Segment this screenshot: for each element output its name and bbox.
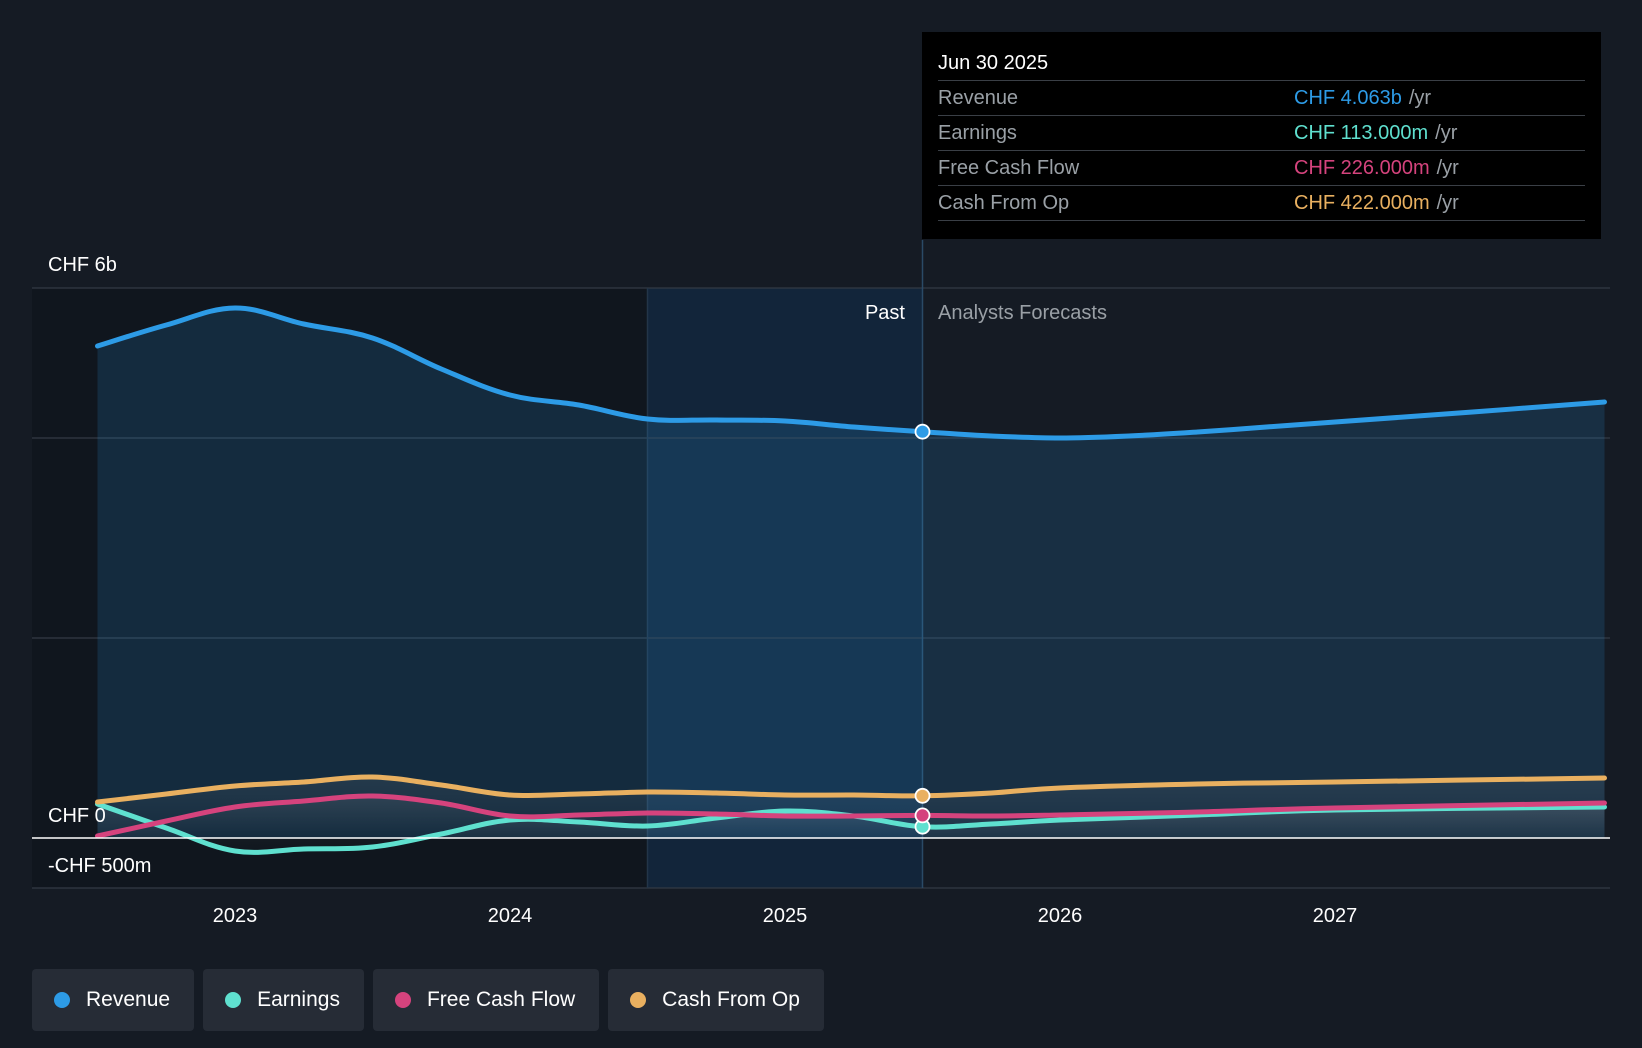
fcf-line [95, 793, 1607, 839]
tooltip-row-value: CHF 422.000m [1294, 192, 1430, 214]
tooltip-row-unit: /yr [1436, 157, 1459, 179]
legend-label: Free Cash Flow [426, 988, 576, 1011]
legend-item-earnings[interactable]: Earnings [203, 969, 364, 1031]
tooltip-row-free-cash-flow: Free Cash Flow CHF 226.000m /yr [938, 150, 1585, 185]
tooltip-row-unit: /yr [1435, 122, 1458, 144]
legend-dot-icon [54, 992, 70, 1008]
legend: Revenue Earnings Free Cash Flow Cash Fro… [32, 969, 824, 1031]
past-region-label: Past [865, 302, 905, 324]
y-axis-top-label: CHF 6b [48, 254, 117, 276]
tooltip-row-name: Earnings [938, 122, 1017, 144]
legend-dot-icon [225, 992, 242, 1008]
tooltip-row-unit: /yr [1408, 87, 1432, 109]
legend-label: Revenue [86, 988, 171, 1011]
tooltip: Jun 30 2025 Revenue CHF 4.063b /yr Earni… [922, 32, 1601, 239]
tooltip-row-value: CHF 226.000m [1294, 157, 1430, 179]
recent-past-highlight [647, 288, 923, 888]
legend-label: Cash From Op [662, 988, 800, 1011]
legend-dot-icon [630, 992, 647, 1008]
tooltip-row-value: CHF 4.063b [1294, 87, 1402, 109]
x-tick-label: 2024 [488, 905, 533, 927]
forecast-region-label: Analysts Forecasts [938, 302, 1107, 324]
revenue-marker [914, 423, 931, 440]
y-axis-zero-label: CHF 0 [48, 805, 106, 827]
tooltip-row-revenue: Revenue CHF 4.063b /yr [938, 80, 1585, 115]
legend-dot-icon [394, 992, 411, 1008]
tooltip-row-name: Revenue [938, 87, 1019, 109]
legend-label: Earnings [257, 988, 340, 1011]
earnings-line [95, 801, 1607, 855]
legend-item-free-cash-flow[interactable]: Free Cash Flow [372, 969, 600, 1031]
tooltip-row-name: Free Cash Flow [938, 157, 1080, 179]
y-axis-bottom-label: -CHF 500m [48, 855, 151, 877]
tooltip-row-earnings: Earnings CHF 113.000m /yr [938, 115, 1585, 150]
cfo-line [95, 774, 1607, 805]
revenue-line [95, 305, 1607, 441]
tooltip-date: Jun 30 2025 [938, 52, 1049, 74]
tooltip-row-unit: /yr [1436, 192, 1459, 214]
legend-item-revenue[interactable]: Revenue [32, 969, 195, 1031]
revenue-area [97, 307, 1605, 838]
tooltip-row-cash-from-op: Cash From Op CHF 422.000m /yr [938, 185, 1585, 221]
cfo-marker [914, 787, 931, 804]
x-tick-label: 2027 [1313, 905, 1358, 927]
legend-item-cash-from-op[interactable]: Cash From Op [608, 969, 824, 1031]
x-tick-label: 2023 [213, 905, 258, 927]
x-tick-label: 2025 [763, 905, 808, 927]
tooltip-row-value: CHF 113.000m [1294, 122, 1429, 144]
fcf-marker [914, 807, 931, 824]
tooltip-row-name: Cash From Op [938, 192, 1070, 214]
x-tick-label: 2026 [1038, 905, 1083, 927]
